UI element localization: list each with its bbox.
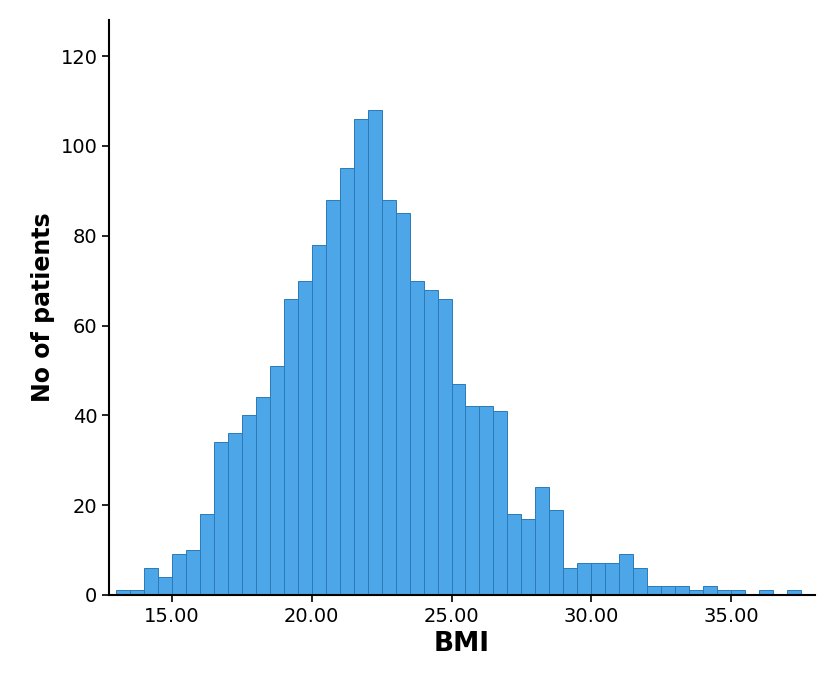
Bar [158, 577, 172, 595]
Bar [759, 590, 773, 595]
Bar [703, 586, 717, 595]
Bar [228, 433, 242, 595]
Bar [423, 289, 438, 595]
Bar [535, 487, 549, 595]
Bar [144, 568, 158, 595]
Bar [116, 590, 130, 595]
Bar [787, 590, 801, 595]
Bar [452, 384, 465, 595]
Bar [396, 214, 410, 595]
Bar [465, 406, 480, 595]
Bar [368, 110, 381, 595]
Bar [689, 590, 703, 595]
Bar [298, 281, 312, 595]
Bar [186, 550, 200, 595]
Bar [493, 411, 507, 595]
Bar [675, 586, 689, 595]
Bar [438, 299, 452, 595]
Bar [549, 510, 564, 595]
Bar [242, 415, 256, 595]
Bar [577, 564, 591, 595]
Bar [256, 397, 270, 595]
Bar [605, 564, 619, 595]
Bar [591, 564, 605, 595]
Bar [130, 590, 144, 595]
Bar [270, 366, 284, 595]
Bar [647, 586, 661, 595]
Bar [619, 554, 633, 595]
Bar [564, 568, 577, 595]
Bar [507, 514, 522, 595]
Bar [339, 168, 354, 595]
Bar [200, 514, 214, 595]
X-axis label: BMI: BMI [434, 631, 490, 657]
Bar [284, 299, 298, 595]
Bar [522, 518, 535, 595]
Bar [381, 200, 396, 595]
Bar [410, 281, 423, 595]
Bar [661, 586, 675, 595]
Bar [214, 442, 228, 595]
Bar [633, 568, 647, 595]
Bar [172, 554, 186, 595]
Bar [312, 245, 326, 595]
Y-axis label: No of patients: No of patients [31, 213, 55, 402]
Bar [731, 590, 745, 595]
Bar [354, 119, 368, 595]
Bar [326, 200, 339, 595]
Bar [717, 590, 731, 595]
Bar [480, 406, 493, 595]
